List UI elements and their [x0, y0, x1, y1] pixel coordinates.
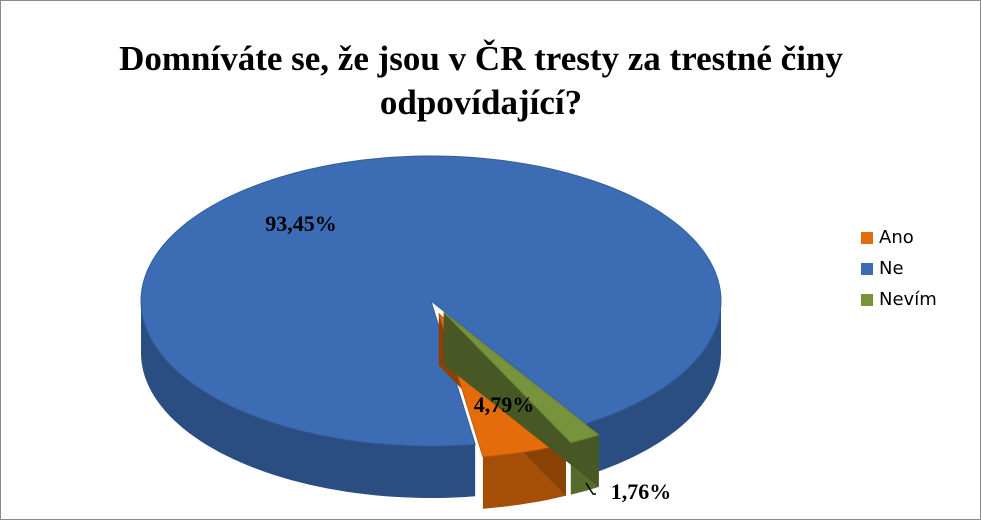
- legend-label: Ne: [879, 258, 904, 279]
- data-label: 1,76%: [611, 479, 672, 504]
- slice: [140, 155, 722, 447]
- legend-label: Ano: [879, 227, 914, 248]
- legend-swatch: [861, 232, 873, 244]
- slice-side: [141, 301, 476, 498]
- data-label: 93,45%: [265, 211, 337, 236]
- leader-line: [585, 482, 596, 495]
- slice-face: [443, 312, 599, 487]
- slice: [443, 311, 600, 444]
- legend-label: Nevím: [879, 289, 937, 310]
- data-label: 4,79%: [474, 392, 535, 417]
- legend-swatch: [861, 263, 873, 275]
- legend-swatch: [861, 294, 873, 306]
- chart-title: Domníváte se, že jsou v ČR tresty za tre…: [119, 39, 843, 122]
- slice-side: [586, 301, 721, 476]
